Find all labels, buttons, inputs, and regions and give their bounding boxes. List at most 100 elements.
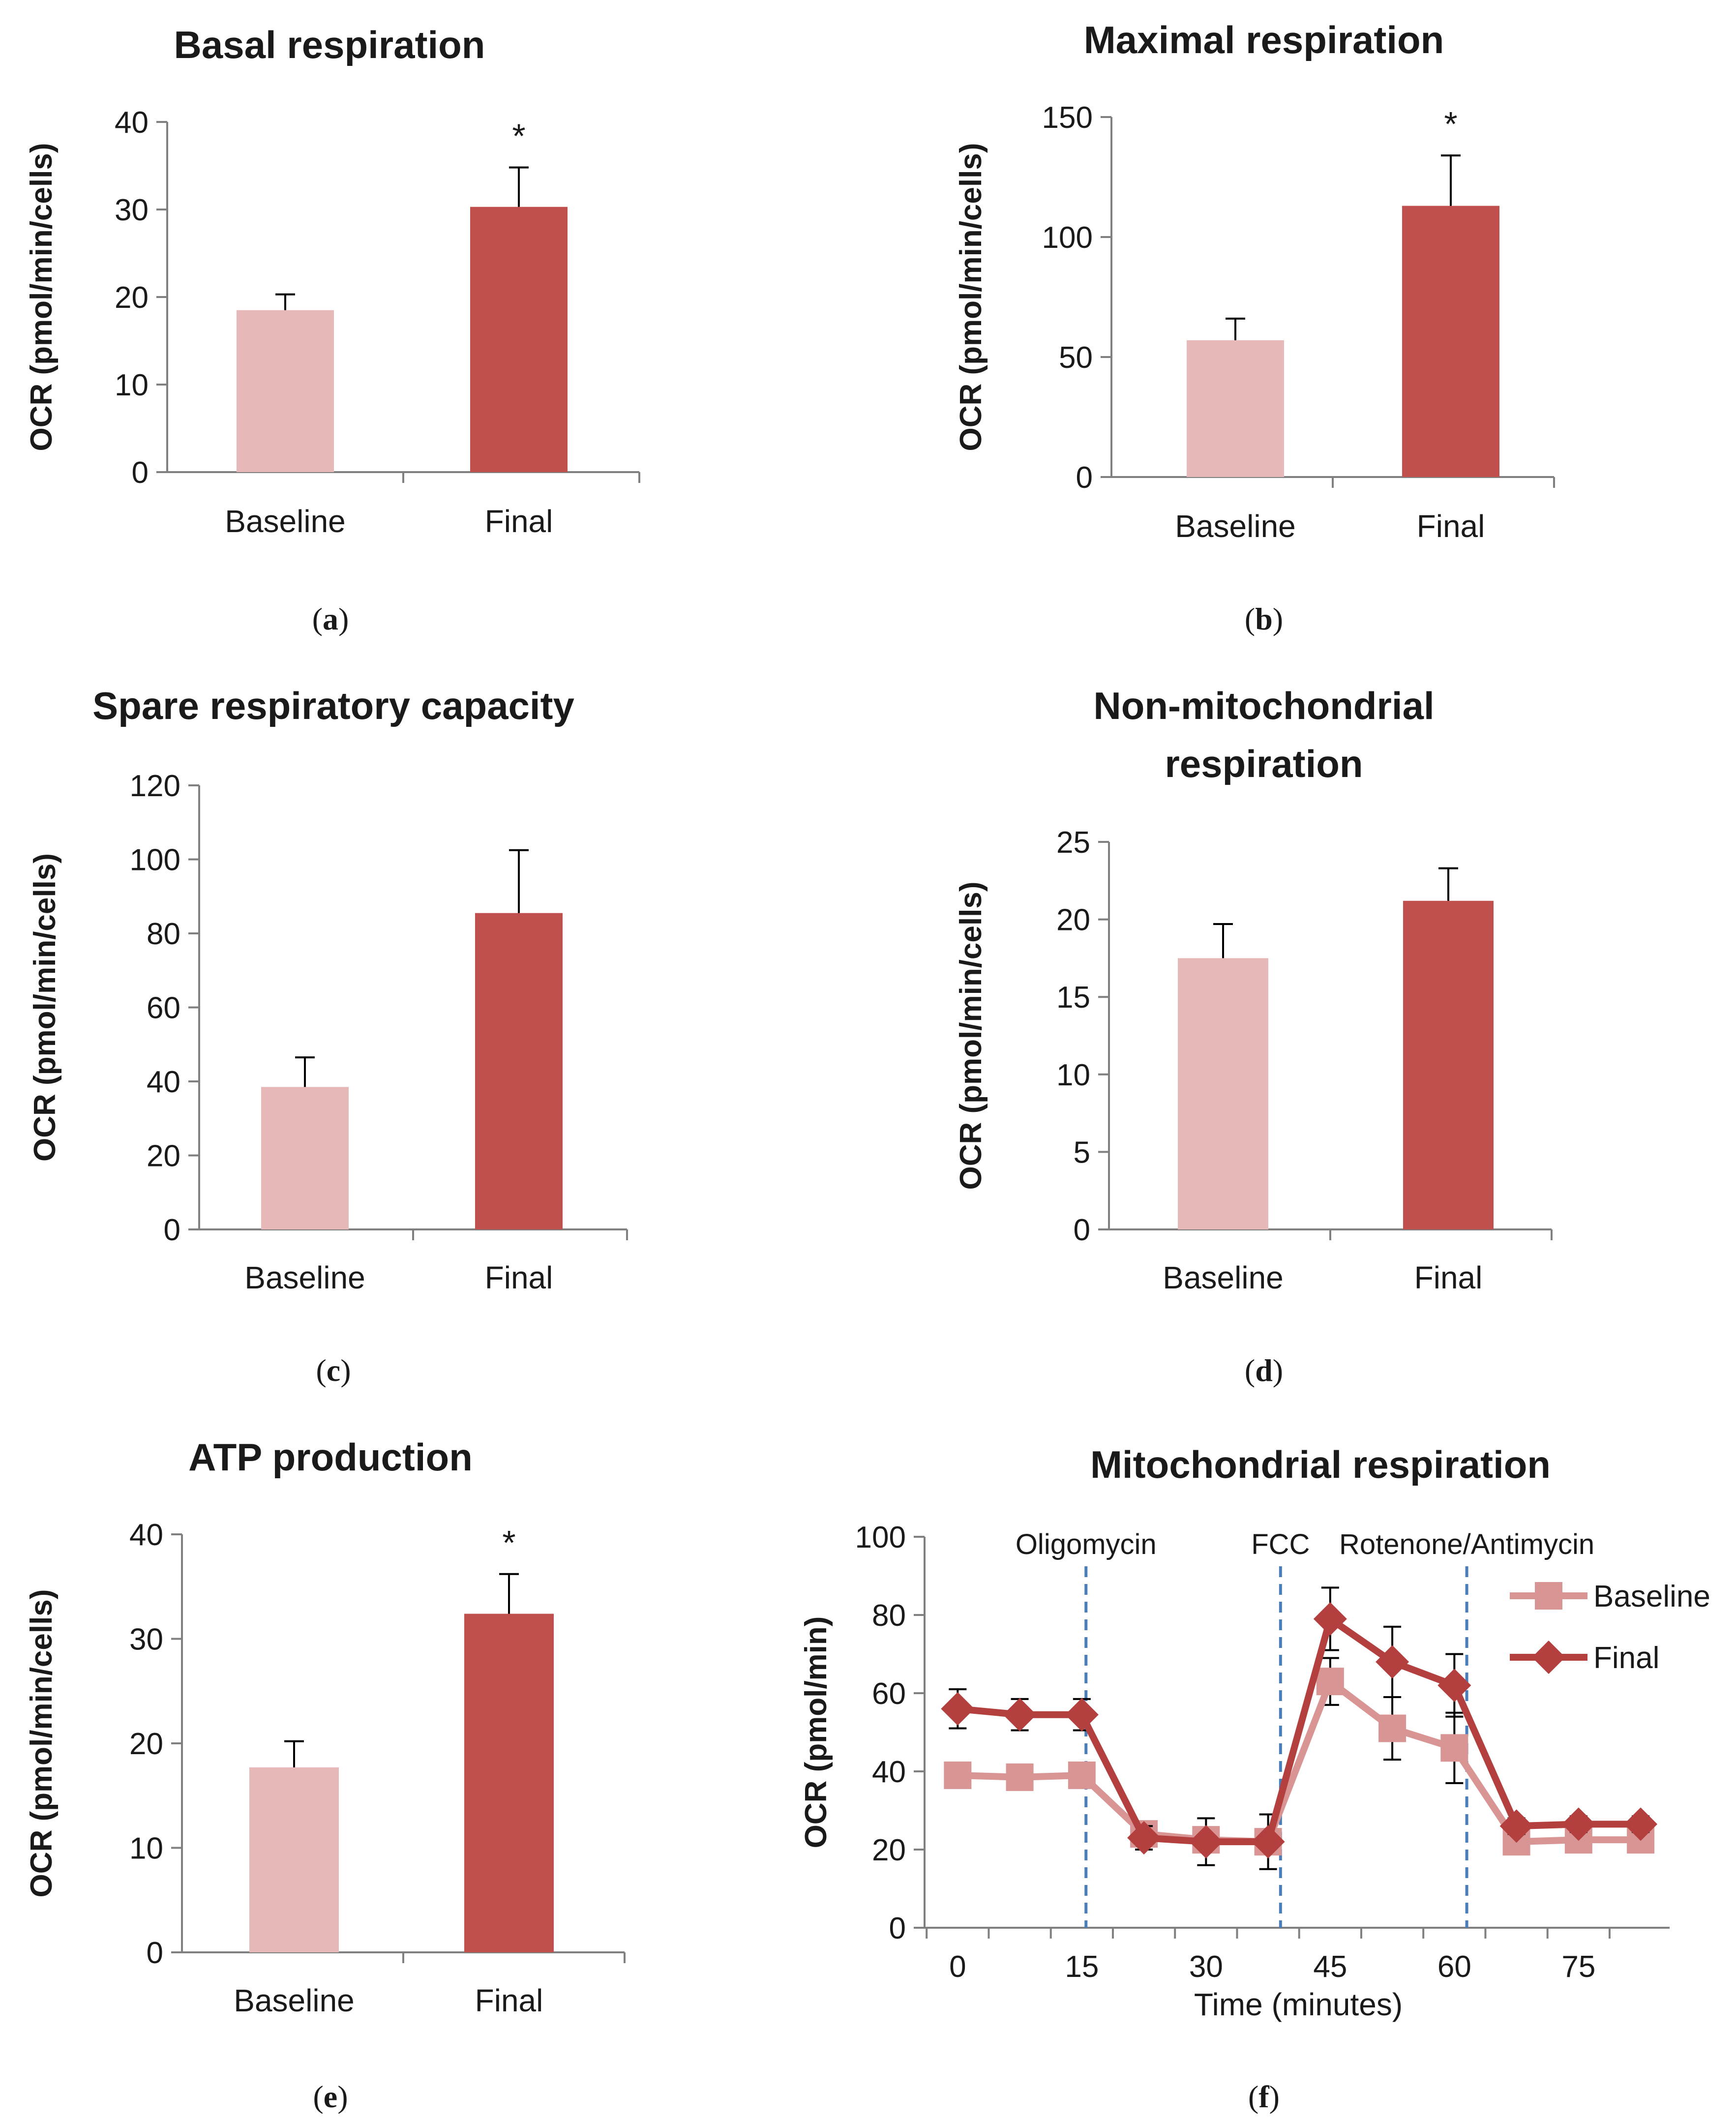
y-tick-label: 60 <box>872 1677 906 1711</box>
legend-item-final: Final <box>1510 1641 1659 1675</box>
x-tick-label: 30 <box>1189 1950 1223 1984</box>
bar-final <box>470 207 568 472</box>
chart-title: ATP production <box>188 1435 473 1479</box>
significance-marker: * <box>502 1524 515 1562</box>
category-label: Final <box>1417 508 1485 544</box>
y-tick-label: 40 <box>872 1755 906 1789</box>
y-tick-label: 80 <box>872 1599 906 1633</box>
x-tick-label: 15 <box>1065 1950 1099 1984</box>
data-point <box>1376 1645 1409 1679</box>
bar-baseline <box>1187 340 1284 477</box>
legend-marker <box>1532 1641 1565 1674</box>
data-point <box>1378 1714 1407 1742</box>
chart-title: Maximal respiration <box>1084 18 1444 61</box>
x-axis-label: Time (minutes) <box>1194 1987 1403 2022</box>
data-point <box>944 1761 972 1789</box>
x-tick-label: 60 <box>1437 1950 1471 1984</box>
y-tick-label: 20 <box>1056 903 1090 937</box>
y-tick-label: 10 <box>129 1832 163 1866</box>
data-point <box>1127 1821 1161 1855</box>
chart-title: Non-mitochondrial <box>1093 684 1434 727</box>
y-tick-label: 40 <box>129 1518 163 1552</box>
chart-b: Maximal respiration 0 50 100 150 OCR (pmol/mi… <box>954 18 1555 636</box>
category-label: Baseline <box>234 1983 355 2018</box>
data-point <box>1313 1602 1347 1636</box>
data-point <box>1624 1807 1658 1841</box>
series-line <box>958 1678 1641 1846</box>
category-label: Baseline <box>244 1260 365 1295</box>
data-point <box>1006 1763 1034 1791</box>
chart-e: ATP production 0 10 20 30 40 OCR (pmol/min/cel… <box>25 1435 626 2114</box>
bar-baseline <box>261 1087 349 1229</box>
panel-label: (e) <box>313 2079 348 2114</box>
chart-title: Spare respiratory capacity <box>92 684 574 727</box>
data-point <box>1003 1698 1037 1732</box>
bar-baseline <box>249 1767 339 1952</box>
bar-final <box>464 1614 554 1952</box>
y-tick-label: 0 <box>1076 461 1093 495</box>
series-final <box>941 1586 1658 1870</box>
y-tick-label: 100 <box>1042 221 1093 255</box>
x-tick-label: 0 <box>949 1950 966 1984</box>
category-label: Final <box>485 1260 553 1295</box>
bar-final <box>475 913 563 1229</box>
chart-title: Mitochondrial respiration <box>1090 1443 1551 1486</box>
bar-final <box>1402 206 1499 477</box>
chart-f: Mitochondrial respiration 0 20 40 60 80 100 0 15… <box>799 1443 1710 2114</box>
y-tick-label: 120 <box>130 769 180 803</box>
chart-a: Basal respiration 0 10 20 30 40 OCR (pmol/min/… <box>25 23 640 636</box>
y-axis-label: OCR (pmol/min/cells) <box>954 882 988 1190</box>
category-label: Final <box>1414 1260 1483 1295</box>
y-axis-label: OCR (pmol/min/cells) <box>25 143 59 451</box>
data-point <box>1251 1825 1285 1859</box>
legend-item-baseline: Baseline <box>1510 1580 1710 1614</box>
category-label: Final <box>475 1983 543 2018</box>
y-tick-label: 0 <box>1074 1213 1090 1247</box>
category-label: Baseline <box>1163 1260 1284 1295</box>
data-point <box>941 1692 975 1726</box>
significance-marker: * <box>512 117 525 155</box>
data-point <box>1440 1734 1468 1762</box>
chart-c: Spare respiratory capacity 0 20 40 60 80 100 12… <box>28 684 628 1388</box>
y-axis-label: OCR (pmol/min/cells) <box>954 143 988 451</box>
data-point <box>1065 1698 1099 1732</box>
data-point <box>1189 1825 1223 1859</box>
panel-label: (f) <box>1248 2079 1280 2114</box>
y-tick-label: 0 <box>889 1912 906 1945</box>
data-point <box>1068 1761 1096 1789</box>
data-point <box>1561 1807 1595 1841</box>
legend-label: Baseline <box>1593 1580 1710 1614</box>
y-tick-label: 20 <box>115 281 149 315</box>
y-tick-label: 80 <box>147 917 180 951</box>
panel-label: (b) <box>1245 601 1283 636</box>
bar-baseline <box>1178 958 1268 1229</box>
x-tick-label: 45 <box>1313 1950 1347 1984</box>
y-tick-label: 60 <box>147 991 180 1025</box>
y-tick-label: 15 <box>1056 981 1090 1015</box>
y-tick-label: 0 <box>164 1213 180 1247</box>
category-label: Baseline <box>225 504 346 539</box>
category-label: Baseline <box>1175 508 1296 544</box>
y-tick-label: 30 <box>115 193 149 227</box>
data-point <box>1316 1668 1344 1696</box>
legend-label: Final <box>1593 1641 1659 1675</box>
y-tick-label: 50 <box>1059 341 1093 375</box>
y-tick-label: 40 <box>115 106 149 140</box>
y-tick-label: 40 <box>147 1065 180 1099</box>
significance-marker: * <box>1444 105 1457 143</box>
panel-label: (c) <box>316 1353 351 1388</box>
chart-title: respiration <box>1165 742 1363 785</box>
injection-label: FCC <box>1251 1528 1310 1560</box>
x-tick-label: 75 <box>1561 1950 1595 1984</box>
y-axis-label: OCR (pmol/min/cells) <box>25 1589 59 1898</box>
y-tick-label: 100 <box>130 843 180 877</box>
injection-label: Rotenone/Antimycin <box>1339 1528 1594 1560</box>
injection-label: Oligomycin <box>1016 1528 1157 1560</box>
y-tick-label: 10 <box>115 368 149 402</box>
y-tick-label: 25 <box>1056 826 1090 860</box>
y-tick-label: 100 <box>855 1521 906 1554</box>
y-axis-label: OCR (pmol/min) <box>799 1616 833 1849</box>
y-tick-label: 20 <box>147 1139 180 1173</box>
y-tick-label: 30 <box>129 1623 163 1657</box>
